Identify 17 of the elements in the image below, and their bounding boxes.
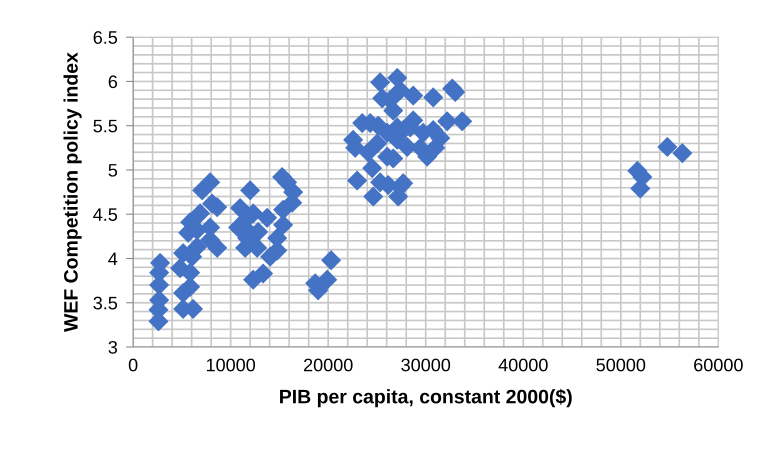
y-tick-label: 4.5 [93, 208, 118, 221]
y-tick-label: 6.5 [94, 31, 118, 44]
y-tick-label: 4 [108, 252, 118, 266]
y-tick-label: 5.5 [93, 120, 118, 132]
x-axis-title: PIB per capita, constant 2000($) [280, 388, 572, 408]
y-tick-label: 5 [108, 164, 118, 177]
x-tick-label: 40000 [498, 358, 548, 372]
x-tick-label: 50000 [596, 358, 646, 372]
x-tick-label: 60000 [694, 358, 743, 372]
y-tick-label: 3 [108, 340, 118, 354]
x-tick-label: 30000 [401, 358, 450, 372]
y-axis-title: WEF Competition policy index [64, 52, 82, 332]
x-tick-label: 10000 [206, 358, 256, 372]
x-tick-label: 0 [128, 358, 138, 372]
y-tick-label: 6 [108, 75, 118, 88]
y-tick-label: 3.5 [93, 296, 118, 310]
x-tick-label: 20000 [304, 358, 353, 372]
